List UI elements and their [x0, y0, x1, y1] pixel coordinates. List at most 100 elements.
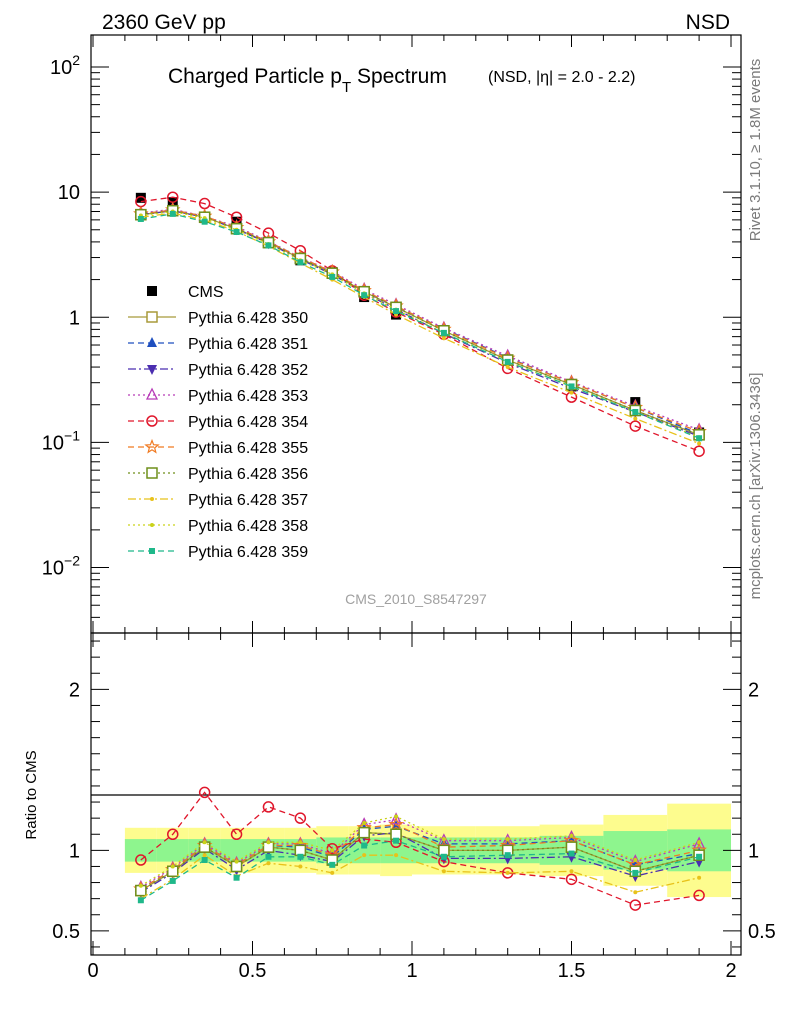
- ratio-mc8-point: [202, 853, 207, 858]
- ratio-mc9-point: [569, 833, 574, 838]
- main-panel-frame: [90, 34, 742, 634]
- main-series-layer: [133, 191, 707, 457]
- ratio-mc10-point: [169, 877, 176, 884]
- legend-marker: [150, 523, 154, 527]
- main-cms-point: [135, 192, 146, 203]
- legend-label: Pythia 6.428 356: [188, 466, 308, 483]
- ratio-mc5-point: [198, 786, 211, 799]
- legend-entry: Pythia 6.428 352: [128, 362, 308, 379]
- ratio-mc5-point: [262, 801, 275, 813]
- legend-entry: Pythia 6.428 357: [128, 492, 308, 509]
- main-mc5-point: [629, 420, 642, 432]
- ratio-mc9-point: [202, 840, 207, 845]
- main-mc8-line: [140, 212, 700, 445]
- legend-label: Pythia 6.428 350: [188, 310, 308, 327]
- main-mc10-point: [632, 408, 639, 415]
- legend-marker: [147, 365, 157, 375]
- ratio-mc8-point: [298, 864, 303, 869]
- legend-label: Pythia 6.428 357: [188, 492, 308, 509]
- main-mc10-point: [137, 215, 144, 222]
- legend-marker: [145, 387, 159, 400]
- ratio-mc9-point: [697, 840, 702, 845]
- plot-title-subscript: T: [342, 79, 351, 96]
- main-mc10-point: [393, 308, 400, 315]
- ratio-mc9-point: [505, 837, 510, 842]
- main-mc10-point: [201, 218, 208, 225]
- ratio-mc10-point: [393, 837, 400, 844]
- main-mc10-point: [233, 228, 240, 235]
- header-right-label: NSD: [686, 11, 730, 34]
- ratio-mc10-point: [361, 842, 368, 849]
- ratio-mc5-point: [294, 812, 307, 824]
- ratio-mc8-point: [697, 875, 702, 880]
- ratio-mc9-point: [234, 859, 239, 864]
- main-mc10-series: [137, 210, 703, 442]
- x-tick-label: 1: [406, 960, 417, 982]
- main-mc10-point: [329, 273, 336, 280]
- legend-label: Pythia 6.428 353: [188, 388, 308, 405]
- legend-label: Pythia 6.428 355: [188, 440, 308, 457]
- legend-label: Pythia 6.428 359: [188, 544, 308, 561]
- legend-entry: Pythia 6.428 350: [128, 310, 308, 327]
- main-mc8-point: [441, 336, 446, 341]
- legend-entry: Pythia 6.428 359: [128, 544, 308, 561]
- ratio-band-inner: [156, 839, 189, 862]
- ratio-mc10-point: [696, 853, 703, 860]
- ratio-mc5-point: [565, 873, 578, 886]
- ratio-mc9-point: [362, 820, 367, 825]
- ratio-y-tick-label-right: 1: [748, 840, 759, 862]
- header-left-label: 2360 GeV pp: [102, 11, 226, 34]
- legend-marker: [149, 548, 155, 554]
- ratio-mc8-point: [266, 861, 271, 866]
- legend-entry: CMS: [147, 284, 224, 301]
- x-tick-label: 2: [725, 960, 736, 982]
- legend-label: CMS: [188, 284, 224, 301]
- ratio-mc5-point: [135, 854, 147, 866]
- rivet-version-label: Rivet 3.1.10, ≥ 1.8M events: [747, 59, 764, 242]
- ratio-panel-frame: [90, 632, 742, 956]
- legend-label: Pythia 6.428 354: [188, 414, 308, 431]
- ratio-mc8-point: [633, 890, 638, 895]
- legend: CMS Pythia 6.428 350 Pythia 6.428 351 Pythi…: [128, 284, 308, 561]
- main-mc9-line: [140, 210, 700, 438]
- legend-entry: Pythia 6.428 354: [128, 414, 308, 431]
- ratio-mc5-line: [140, 791, 700, 906]
- main-mc8-point: [633, 416, 638, 421]
- ratio-mc10-point: [201, 857, 208, 864]
- plot-title-selection: (NSD, |η| = 2.0 - 2.2): [488, 69, 635, 86]
- main-axis-ticks: [91, 35, 741, 634]
- legend-marker: [147, 337, 157, 347]
- ratio-mc9-point: [441, 837, 446, 842]
- main-mc10-point: [169, 210, 176, 217]
- legend-label: Pythia 6.428 352: [188, 362, 308, 379]
- legend-entry: Pythia 6.428 355: [128, 438, 308, 457]
- mcplots-label: mcplots.cern.ch [arXiv:1306.3436]: [747, 373, 764, 600]
- legend-marker: [146, 467, 158, 479]
- main-y-tick-labels: 102 10 1 10−1 10−2: [42, 52, 80, 580]
- main-y-tick-label: 10: [58, 182, 80, 204]
- ratio-mc8-point: [505, 870, 510, 875]
- legend-label: Pythia 6.428 358: [188, 518, 308, 535]
- legend-marker: [150, 497, 154, 501]
- ratio-y-tick-label-right: 2: [748, 679, 759, 701]
- legend-entry: Pythia 6.428 358: [128, 518, 308, 535]
- ratio-mc9-point: [138, 883, 143, 888]
- ratio-mc9-point: [170, 864, 175, 869]
- legend-label: Pythia 6.428 351: [188, 336, 308, 353]
- ratio-y-tick-label-left: 0.5: [52, 921, 80, 943]
- ratio-mc5-point: [629, 899, 642, 911]
- ratio-mc10-point: [297, 853, 304, 860]
- ratio-mc8-point: [569, 869, 574, 874]
- plot-title: Charged Particle pT Spectrum: [168, 65, 447, 96]
- ratio-mc8-point: [441, 869, 446, 874]
- ratio-band-inner: [220, 839, 253, 862]
- ratio-mc10-point: [632, 869, 639, 876]
- ratio-mc5-point: [693, 889, 705, 902]
- legend-marker: [144, 438, 160, 454]
- analysis-tag: CMS_2010_S8547297: [345, 591, 487, 607]
- main-mc10-point: [361, 292, 368, 299]
- ratio-band-inner: [124, 839, 157, 862]
- ratio-mc9-line: [140, 815, 700, 887]
- main-y-tick-label: 10−1: [42, 427, 80, 454]
